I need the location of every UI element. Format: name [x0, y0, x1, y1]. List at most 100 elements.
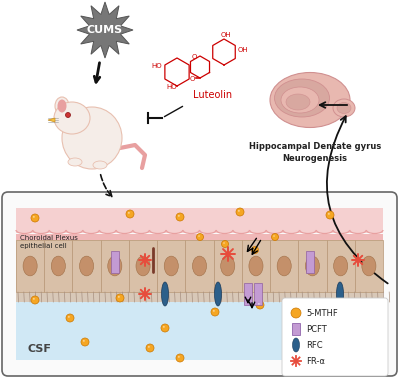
Circle shape [256, 301, 264, 309]
Ellipse shape [215, 282, 221, 306]
Ellipse shape [362, 256, 376, 276]
FancyBboxPatch shape [282, 298, 388, 376]
Circle shape [318, 343, 320, 345]
Circle shape [176, 213, 184, 221]
Circle shape [326, 211, 334, 219]
Ellipse shape [286, 94, 310, 110]
Bar [16, 240, 44, 292]
Circle shape [118, 296, 120, 298]
Circle shape [33, 298, 35, 300]
Circle shape [178, 356, 180, 358]
Circle shape [227, 252, 229, 255]
Ellipse shape [277, 256, 291, 276]
Circle shape [198, 235, 200, 237]
Bar [270, 240, 298, 292]
Ellipse shape [249, 256, 263, 276]
Polygon shape [48, 118, 55, 122]
Ellipse shape [162, 282, 168, 306]
Circle shape [31, 214, 39, 222]
Circle shape [273, 235, 275, 237]
Bar [214, 240, 242, 292]
Circle shape [328, 213, 330, 215]
Circle shape [221, 241, 229, 247]
Bar [326, 240, 355, 292]
Ellipse shape [275, 79, 330, 117]
Ellipse shape [136, 256, 150, 276]
Ellipse shape [164, 256, 178, 276]
Ellipse shape [62, 107, 122, 169]
Circle shape [295, 360, 297, 362]
Ellipse shape [334, 256, 348, 276]
Text: FR-α: FR-α [306, 356, 325, 366]
Text: CSF: CSF [28, 344, 52, 354]
Bar [185, 240, 214, 292]
Ellipse shape [292, 338, 300, 352]
Circle shape [148, 346, 150, 348]
Bar [355, 240, 383, 292]
Text: OH: OH [238, 47, 249, 53]
Ellipse shape [337, 103, 351, 114]
Circle shape [161, 324, 169, 332]
Circle shape [65, 112, 71, 117]
Ellipse shape [306, 256, 320, 276]
Bar [111, 251, 119, 273]
Circle shape [223, 242, 225, 244]
Ellipse shape [79, 256, 94, 276]
Bar [16, 240, 383, 292]
Bar [157, 240, 185, 292]
Circle shape [196, 233, 203, 241]
Text: O: O [191, 54, 196, 60]
Ellipse shape [55, 97, 69, 115]
Circle shape [126, 210, 134, 218]
Ellipse shape [68, 158, 82, 166]
Circle shape [178, 215, 180, 217]
Text: Hippocampal Dentate gyrus
Neurogenesis: Hippocampal Dentate gyrus Neurogenesis [249, 142, 381, 163]
Circle shape [211, 308, 219, 316]
Text: RFC: RFC [306, 340, 323, 350]
Circle shape [176, 354, 184, 362]
Text: PCFT: PCFT [306, 325, 327, 334]
Circle shape [146, 344, 154, 352]
Ellipse shape [192, 256, 207, 276]
Polygon shape [77, 2, 133, 58]
Circle shape [236, 208, 244, 216]
Text: 5-MTHF: 5-MTHF [306, 309, 338, 318]
Ellipse shape [108, 256, 122, 276]
Circle shape [291, 326, 299, 334]
Circle shape [144, 293, 146, 296]
Circle shape [291, 308, 301, 318]
Circle shape [271, 233, 279, 241]
Ellipse shape [336, 282, 344, 306]
Circle shape [213, 310, 215, 312]
Text: Luteolin: Luteolin [193, 90, 233, 100]
Circle shape [293, 328, 295, 330]
Circle shape [31, 296, 39, 304]
Circle shape [163, 326, 165, 328]
Circle shape [251, 247, 259, 253]
Ellipse shape [270, 73, 350, 128]
Bar [101, 240, 129, 292]
Bar [16, 302, 383, 360]
Ellipse shape [57, 100, 67, 112]
Ellipse shape [51, 256, 65, 276]
Circle shape [83, 340, 85, 342]
Text: CUMS: CUMS [87, 25, 123, 35]
Bar [73, 240, 101, 292]
Circle shape [316, 341, 324, 349]
Text: Choroidal Plexus
epithelial cell: Choroidal Plexus epithelial cell [20, 235, 78, 249]
FancyBboxPatch shape [2, 192, 397, 376]
Text: HO: HO [167, 84, 177, 90]
Circle shape [238, 210, 240, 212]
Circle shape [81, 338, 89, 346]
Bar [244, 283, 252, 305]
Circle shape [116, 294, 124, 302]
Circle shape [66, 314, 74, 322]
Ellipse shape [93, 161, 107, 169]
Bar [16, 234, 383, 240]
Circle shape [356, 258, 360, 261]
Ellipse shape [221, 256, 235, 276]
Ellipse shape [23, 256, 37, 276]
Ellipse shape [54, 102, 90, 134]
Bar [129, 240, 157, 292]
Text: OH: OH [221, 32, 231, 38]
